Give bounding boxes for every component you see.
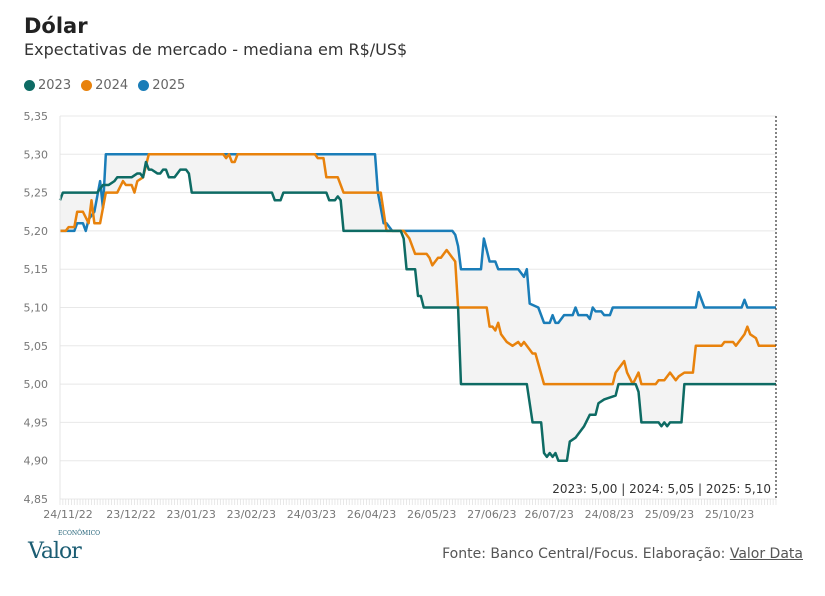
y-tick-label: 5,05 [24,340,49,353]
y-tick-label: 5,10 [24,302,49,315]
x-tick-label: 26/04/23 [347,508,396,521]
series-line-2024[interactable] [60,153,776,386]
source-note: Fonte: Banco Central/Focus. Elaboração: … [442,546,803,562]
x-tick-label: 24/08/23 [585,508,634,521]
legend-item-2023[interactable]: 2023 [24,78,71,93]
x-tick-label: 23/01/23 [166,508,215,521]
legend-label: 2023 [38,78,72,93]
y-tick-label: 5,00 [24,378,49,391]
logo-text: Valor [28,539,82,564]
y-tick-label: 5,15 [24,263,49,276]
y-tick-label: 5,25 [24,187,49,200]
series-line-2023[interactable] [58,160,776,462]
valor-logo: ECONÔMICO Valor [28,531,100,564]
y-tick-label: 4,85 [24,493,49,506]
y-tick-label: 4,95 [24,416,49,429]
x-tick-label: 23/12/22 [106,508,155,521]
source-text: Fonte: Banco Central/Focus. Elaboração: [442,546,730,562]
y-tick-label: 5,35 [24,110,49,123]
x-tick-label: 25/10/23 [705,508,754,521]
x-tick-label: 26/07/23 [524,508,573,521]
legend-item-2024[interactable]: 2024 [81,78,128,93]
y-tick-label: 5,20 [24,225,49,238]
legend-dot-icon [138,80,150,91]
legend-item-2025[interactable]: 2025 [138,78,185,93]
x-tick-label: 23/02/23 [227,508,276,521]
x-tick-label: 27/06/23 [467,508,516,521]
x-tick-label: 24/11/22 [43,508,92,521]
logo-sup: ECONÔMICO [58,530,101,537]
legend-label: 2024 [95,78,129,93]
y-tick-label: 4,90 [24,455,49,468]
last-values-annotation: 2023: 5,00 | 2024: 5,05 | 2025: 5,10 [552,482,771,496]
legend-dot-icon [24,80,35,91]
y-tick-label: 5,30 [24,148,49,161]
valor-data-link[interactable]: Valor Data [729,546,803,562]
x-tick-label: 26/05/23 [407,508,456,521]
legend-dot-icon [81,80,93,91]
x-tick-label: 24/03/23 [287,508,336,521]
chart-subtitle: Expectativas de mercado - mediana em R$/… [24,40,408,59]
series-line-2025[interactable] [60,153,776,325]
annotation-bg [560,478,774,498]
legend: 2023 2024 2025 [24,78,185,93]
chart-title: Dólar [24,14,88,38]
x-tick-label: 25/09/23 [645,508,694,521]
legend-label: 2025 [152,78,186,93]
